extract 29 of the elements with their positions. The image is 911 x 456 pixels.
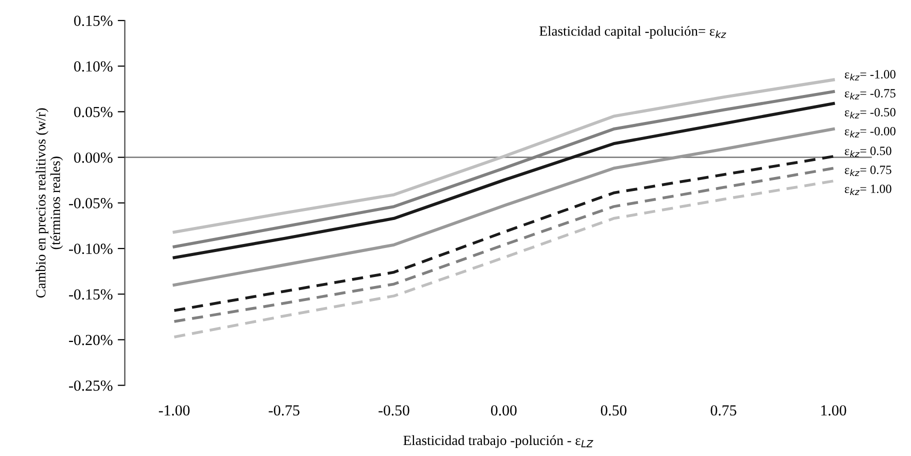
x-tick-label: -0.50 bbox=[378, 405, 410, 416]
y-tick-label: 0.00% bbox=[74, 152, 112, 163]
y-tick-label: -0.10% bbox=[69, 244, 112, 254]
series-label: ε$_{kz}$= 1.00 bbox=[844, 184, 892, 195]
line-series bbox=[172, 78, 835, 234]
y-tick-label: 0.15% bbox=[74, 16, 112, 26]
x-axis-title: Elasticidad trabajo -polución - ε$_{LZ}$ bbox=[403, 435, 594, 448]
line-series bbox=[172, 180, 835, 338]
x-tick-label: -1.00 bbox=[158, 405, 190, 416]
x-tick-label: -0.75 bbox=[268, 405, 300, 416]
series-label: ε$_{kz}$= -1.00 bbox=[844, 70, 896, 80]
y-tick-label: 0.10% bbox=[74, 61, 112, 72]
x-tick-label: 1.00 bbox=[821, 405, 846, 416]
y-tick-label: -0.20% bbox=[69, 334, 112, 346]
series-label: ε$_{kz}$= -0.00 bbox=[844, 126, 896, 138]
line-series bbox=[172, 128, 835, 287]
chart-title: Elasticidad capital -polución= ε$_{kz}$ bbox=[540, 26, 726, 39]
x-tick-label: 0.75 bbox=[710, 405, 736, 416]
x-tick-label: 0.00 bbox=[491, 405, 517, 416]
y-tick-label: -0.15% bbox=[69, 289, 112, 300]
x-tick-label: 0.50 bbox=[600, 405, 626, 416]
series-label: ε$_{kz}$= 0.50 bbox=[844, 146, 892, 158]
series-label: ε$_{kz}$= -0.50 bbox=[844, 108, 896, 118]
y-tick-label: -0.05% bbox=[69, 198, 112, 208]
series-label: ε$_{kz}$= 0.75 bbox=[844, 166, 892, 176]
y-tick-label: 0.05% bbox=[74, 106, 112, 118]
y-axis-title: Cambio en precios realitivos (w/r) (términos reales) bbox=[36, 108, 63, 298]
series-label: ε$_{kz}$= -0.75 bbox=[844, 89, 896, 100]
y-tick-label: -0.25% bbox=[69, 380, 112, 391]
